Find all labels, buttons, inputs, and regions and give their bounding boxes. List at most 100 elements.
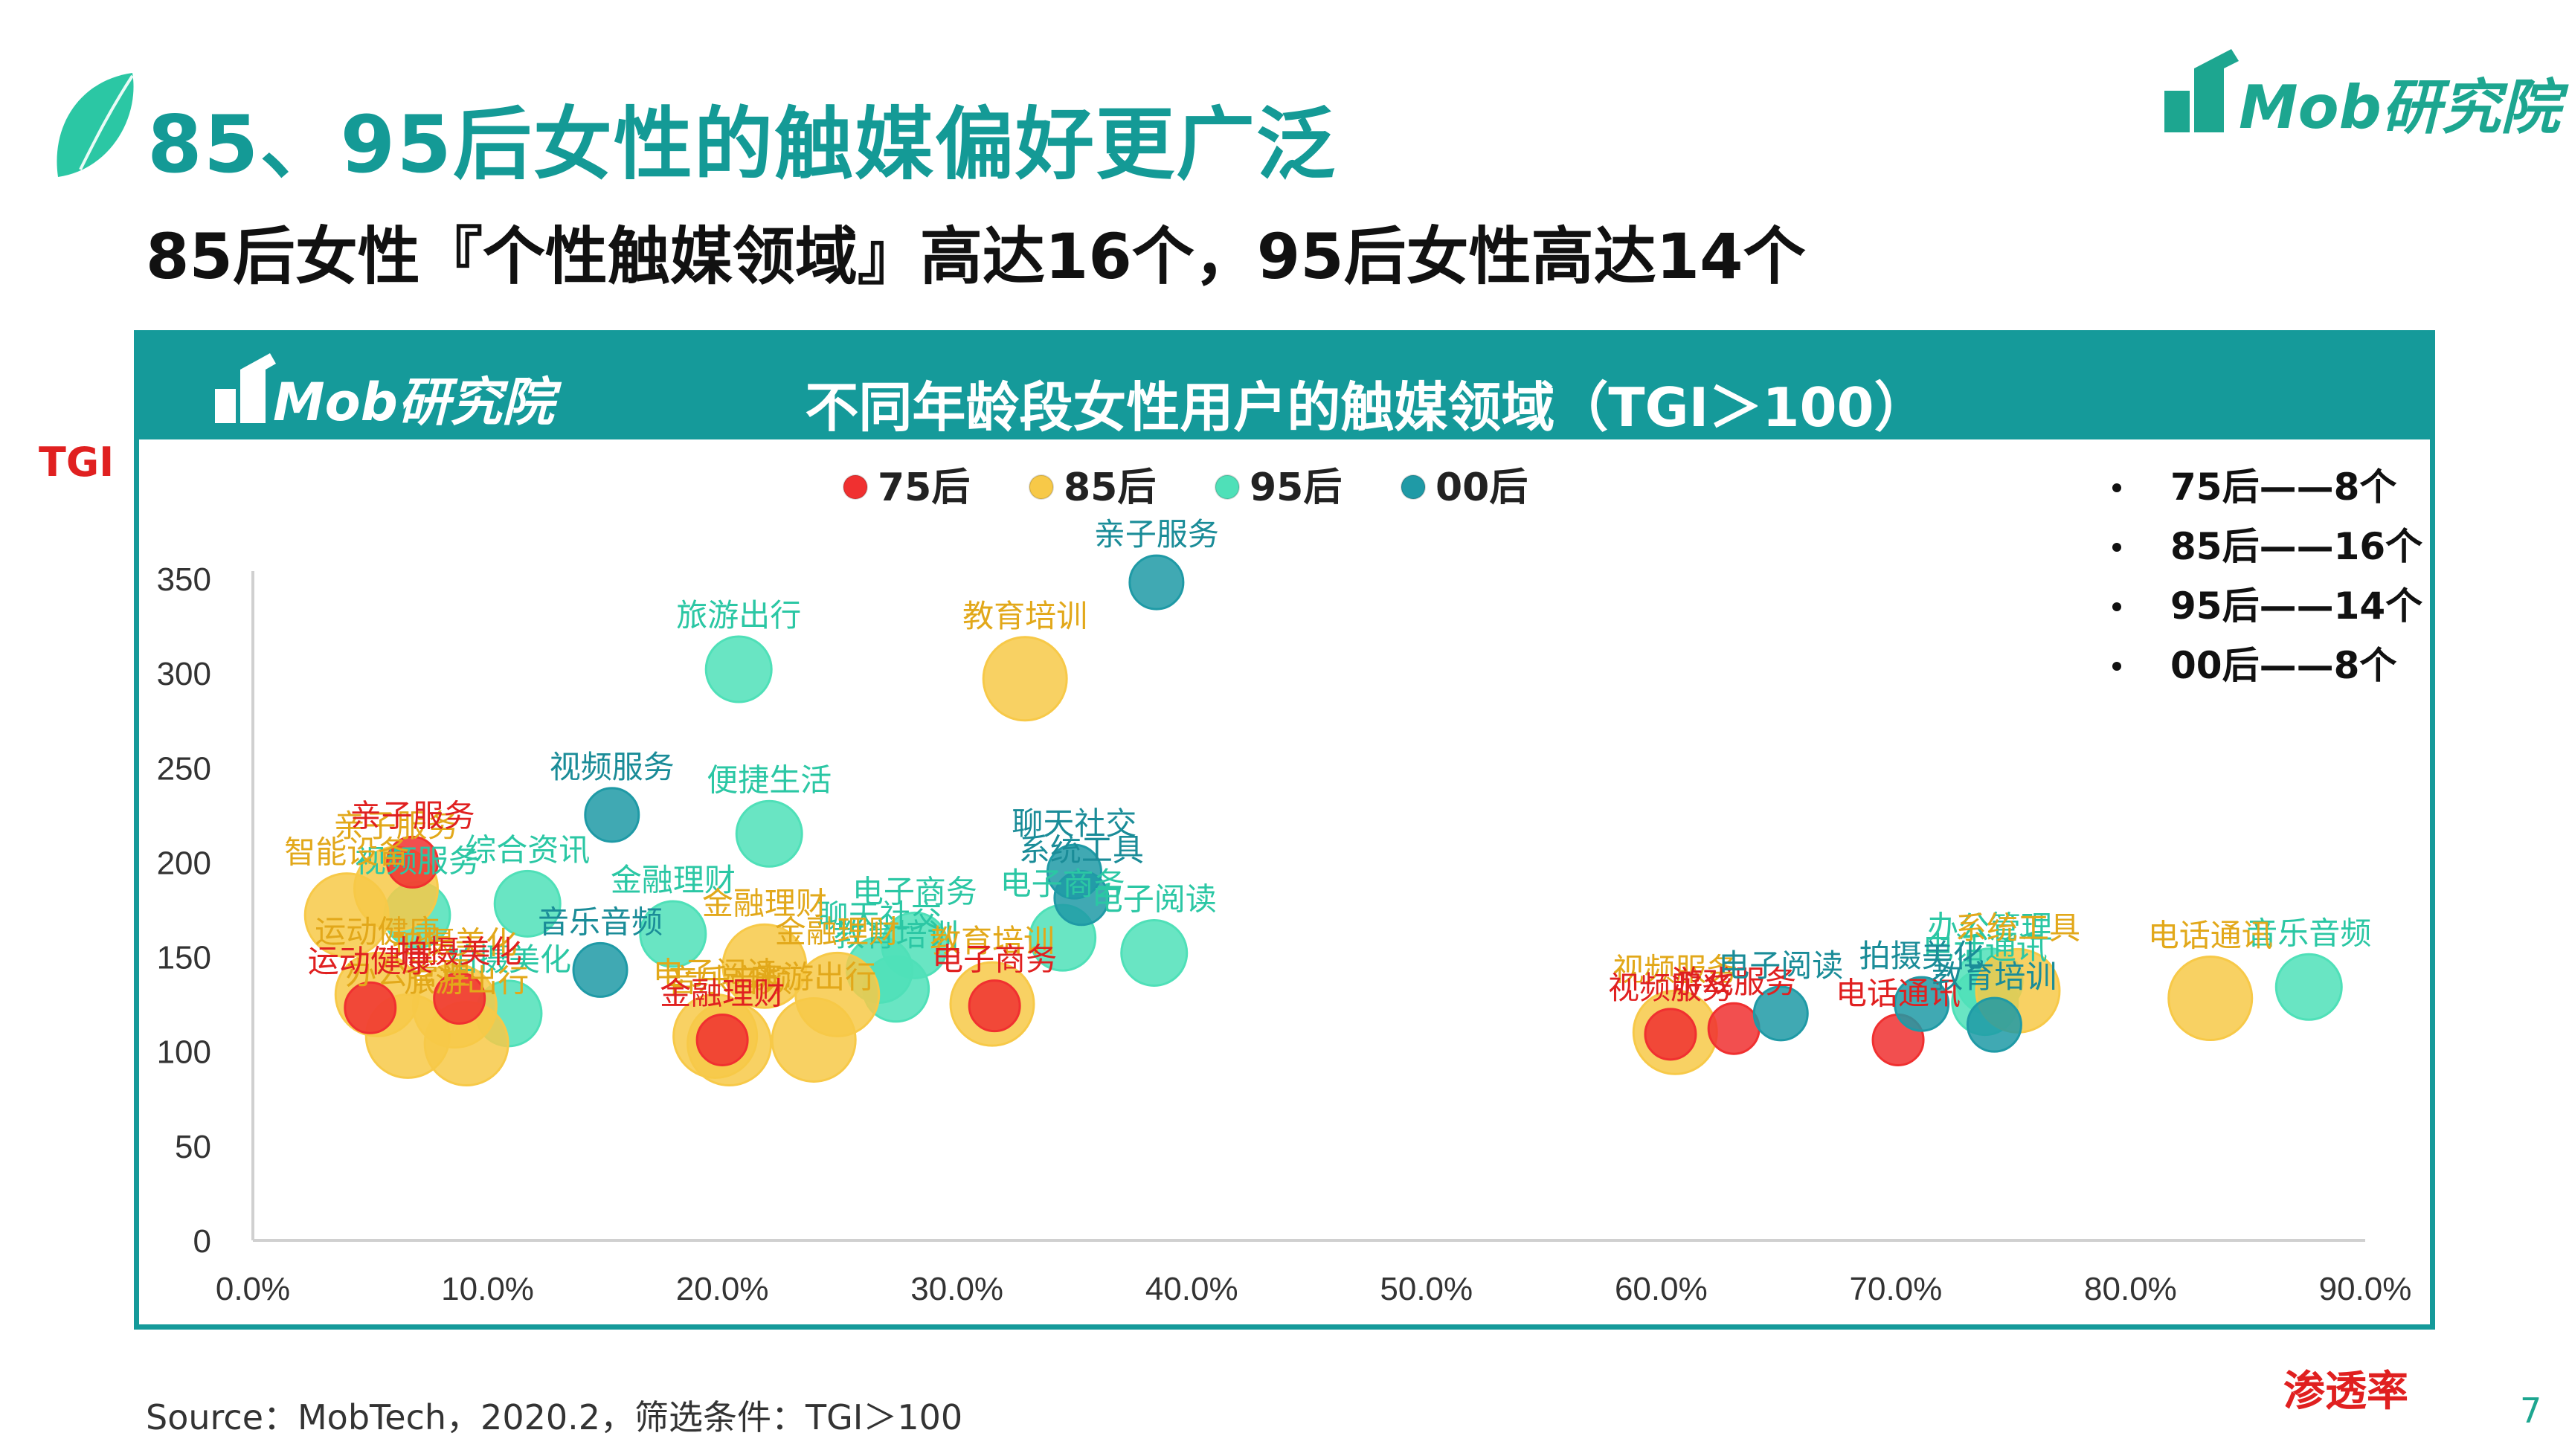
panel-logo-icon [215, 353, 276, 423]
panel-brand-name: Mob研究院 [273, 372, 554, 433]
y-tick-label: 350 [157, 561, 211, 598]
legend-marker-95后 [1215, 474, 1240, 500]
x-tick-label: 10.0% [441, 1271, 534, 1307]
y-tick-label: 150 [157, 940, 211, 976]
point-label-75后: 电子商务 [932, 941, 1057, 978]
point-label-85后: 旅游出行 [404, 963, 529, 999]
summary-bullet [2112, 543, 2121, 552]
bubble-95后 [493, 869, 562, 938]
bubble-75后 [344, 981, 397, 1034]
brand-logo-icon [2164, 49, 2239, 132]
page-title: 85、95后女性的触媒偏好更广泛 [147, 99, 1337, 190]
point-label-85后: 拍摄美化 [392, 925, 517, 961]
point-label-00后: 聊天社交 [1012, 805, 1136, 842]
bubble-00后 [584, 787, 640, 843]
bubble-00后 [1894, 976, 1950, 1032]
x-tick-label: 90.0% [2319, 1271, 2412, 1307]
point-label-85后: 亲子服务 [333, 808, 458, 844]
point-label-85后: 教育培训 [962, 598, 1087, 634]
summary-item: 00后——8个 [2170, 644, 2396, 687]
bubble-75后 [386, 835, 440, 889]
bubble-00后 [1752, 985, 1809, 1042]
bubble-75后 [695, 1013, 749, 1066]
summary-item: 75后——8个 [2170, 466, 2396, 509]
x-tick-label: 20.0% [676, 1271, 769, 1307]
point-label-85后: 电子阅读 [653, 955, 778, 991]
bubble-85后 [794, 951, 881, 1037]
chart-panel: Mob研究院 不同年龄段女性用户的触媒领域（TGI＞100） [134, 330, 2435, 1330]
page-number: 7 [2520, 1391, 2542, 1431]
source-note: Source：MobTech，2020.2，筛选条件：TGI＞100 [146, 1397, 963, 1437]
bubble-95后 [1120, 918, 1189, 987]
legend-label: 00后 [1435, 466, 1528, 510]
x-tick-label: 50.0% [1380, 1271, 1473, 1307]
bubble-75后 [1644, 1008, 1697, 1061]
point-label-85后: 音乐音频 [667, 963, 792, 999]
y-axis-label: TGI [39, 439, 115, 486]
point-label-75后: 视频服务 [1608, 970, 1733, 1006]
bubble-95后 [704, 635, 773, 703]
legend-label: 75后 [878, 466, 970, 510]
brand-name: Mob研究院 [2239, 73, 2560, 142]
point-label-85后: 办公管理 [345, 955, 470, 991]
point-label-00后: 视频服务 [550, 749, 675, 785]
summary-bullet [2112, 662, 2121, 671]
point-label-95后: 电子商务 [852, 873, 977, 909]
bubble-00后 [1128, 554, 1185, 611]
bubble-95后 [735, 799, 803, 868]
y-tick-label: 300 [157, 656, 211, 692]
x-axis-label: 渗透率 [2283, 1368, 2408, 1416]
point-label-85后: 金融理财 [702, 885, 827, 921]
point-label-95后: 便捷生活 [707, 761, 832, 798]
x-tick-label: 30.0% [910, 1271, 1003, 1307]
y-tick-label: 100 [157, 1034, 211, 1071]
legend-label: 85后 [1064, 466, 1156, 510]
bubble-95后 [639, 900, 707, 968]
point-label-95后: 视频服务 [355, 843, 480, 880]
bubble-85后 [303, 872, 390, 959]
point-label-85后: 教育培训 [930, 923, 1055, 959]
point-label-95后: 旅游出行 [676, 597, 801, 634]
bubble-95后 [2274, 953, 2343, 1021]
point-label-95后: 综合资讯 [465, 831, 590, 868]
point-label-95后: 拍摄美化 [446, 941, 571, 978]
point-label-75后: 电话通讯 [1836, 975, 1961, 1011]
legend-marker-00后 [1401, 474, 1426, 500]
summary-bullet [2112, 602, 2121, 611]
point-label-00后: 拍摄美化 [1859, 938, 1984, 974]
point-label-75后: 金融理财 [660, 975, 785, 1011]
point-label-85后: 系统工具 [1955, 909, 2080, 946]
y-tick-label: 0 [193, 1223, 211, 1260]
y-tick-label: 50 [175, 1129, 211, 1165]
legend-label: 95后 [1250, 466, 1342, 510]
point-label-95后: 音乐音频 [2246, 915, 2371, 951]
point-label-75后: 游戏服务 [1671, 964, 1796, 1000]
point-label-00后: 教育培训 [1932, 959, 2057, 995]
x-tick-label: 70.0% [1850, 1271, 1943, 1307]
point-label-00后: 系统工具 [1019, 832, 1144, 869]
chart-header: Mob研究院 不同年龄段女性用户的触媒领域（TGI＞100） [139, 335, 2430, 439]
bubble-85后 [2167, 956, 2254, 1042]
point-label-95后: 电子商务 [1000, 866, 1125, 902]
point-label-85后: 电话通讯 [2148, 918, 2273, 954]
point-label-75后: 运动健康 [308, 943, 433, 979]
summary-item: 95后——14个 [2170, 584, 2422, 628]
point-label-85后: 视频服务 [1613, 951, 1737, 988]
point-label-95后: 办公管理 [1927, 909, 2052, 946]
bubble-00后 [1966, 996, 2022, 1053]
point-label-95后: 聊天社交 [817, 898, 942, 934]
legend-marker-75后 [843, 474, 868, 500]
point-label-85后: 金融理财 [775, 913, 900, 950]
y-tick-label: 250 [157, 750, 211, 787]
legend-marker-85后 [1029, 474, 1054, 500]
x-tick-label: 80.0% [2084, 1271, 2177, 1307]
bubble-85后 [982, 636, 1068, 722]
bubble-75后 [968, 979, 1021, 1033]
bubble-75后 [433, 972, 486, 1025]
x-tick-label: 0.0% [216, 1271, 290, 1307]
point-label-85后: 智能设备 [284, 834, 409, 871]
summary-item: 85后——16个 [2170, 525, 2422, 568]
point-label-95后: 教育培训 [834, 917, 959, 953]
y-tick-label: 200 [157, 845, 211, 881]
